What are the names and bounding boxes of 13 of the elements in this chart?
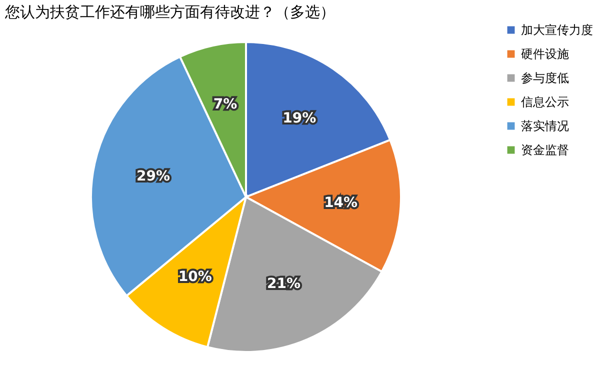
data-label: 10% [178,269,212,286]
legend-label: 信息公示 [521,95,569,109]
chart-title: 您认为扶贫工作还有哪些方面有待改进？（多选） [4,3,335,21]
legend-label: 加大宣传力度 [521,23,593,37]
data-label: 14% [324,194,358,211]
legend-label: 资金监督 [521,143,569,157]
legend-label: 落实情况 [521,119,569,133]
legend-label: 参与度低 [521,71,569,85]
data-label: 21% [266,276,300,292]
data-label: 7% [213,96,238,112]
data-label: 29% [136,168,170,184]
data-label: 19% [282,110,316,126]
legend-label: 硬件设施 [521,47,569,61]
